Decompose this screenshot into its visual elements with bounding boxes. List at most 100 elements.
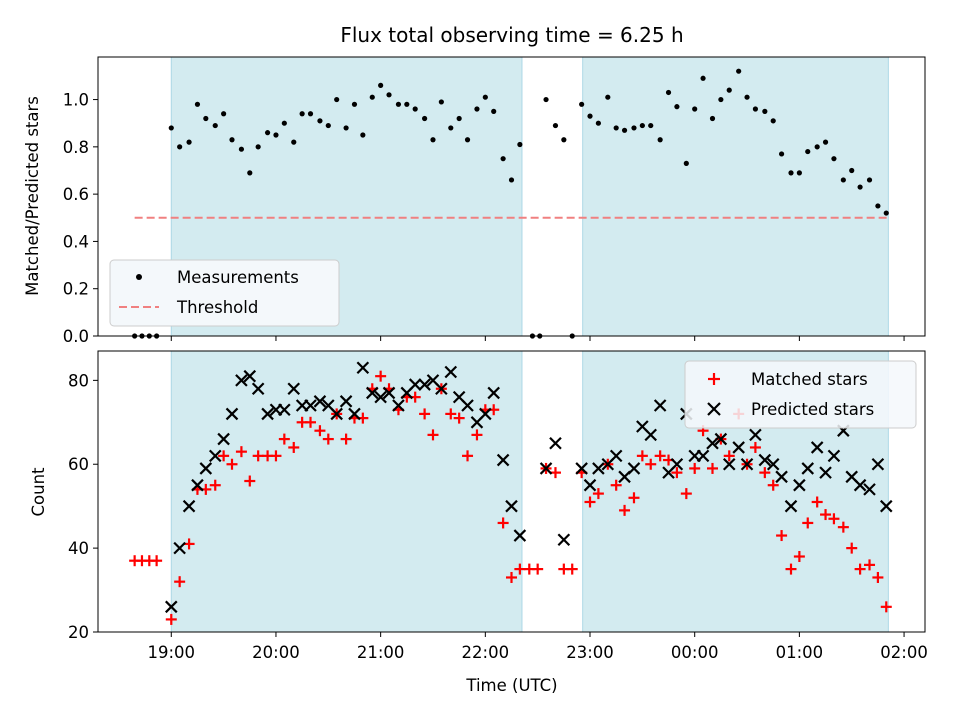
matched-star-point (566, 563, 578, 575)
measurement-point (744, 94, 750, 100)
measurement-point (343, 125, 349, 131)
top-panel: 0.0 0.2 0.4 0.6 0.8 1.0 Flux total observing … (23, 23, 926, 346)
predicted-star-point (653, 399, 667, 412)
matched-star-point (151, 555, 163, 567)
predicted-star-point (766, 457, 780, 471)
predicted-star-point (461, 399, 474, 412)
y-tick-label: 80 (68, 371, 89, 390)
measurement-point (255, 144, 261, 150)
x-tick-label: 22:00 (462, 643, 510, 662)
matched-star-point (174, 576, 186, 588)
measurement-point (822, 139, 829, 145)
predicted-star-point (592, 462, 605, 475)
measurement-point (657, 137, 663, 143)
matched-star-point (689, 462, 701, 474)
top-legend: Measurements Threshold (109, 259, 340, 327)
matched-star-point (864, 559, 876, 571)
predicted-star-point (758, 453, 772, 467)
predicted-star-point (487, 386, 500, 400)
y-tick-label: 0.4 (63, 232, 89, 251)
matched-star-point (340, 433, 352, 445)
predicted-star-point (496, 453, 510, 467)
x-tick-label: 21:00 (357, 643, 405, 662)
predicted-star-point (208, 449, 222, 463)
predicted-star-point (627, 462, 641, 475)
predicted-star-point (251, 382, 265, 396)
legend-measurements-label: Measurements (177, 268, 299, 287)
measurement-point (736, 68, 742, 74)
matched-star-point (445, 408, 457, 420)
predicted-star-point (278, 403, 291, 416)
measurement-point (307, 111, 314, 117)
measurement-point (508, 177, 515, 183)
legend-measurement-marker (136, 274, 142, 280)
measurement-point (648, 122, 654, 129)
legend-matched-marker (708, 373, 720, 385)
matched-star-point (680, 488, 692, 500)
matched-star-point (802, 517, 814, 529)
predicted-star-point (670, 457, 684, 471)
matched-star-point (244, 475, 256, 487)
matched-star-point (776, 530, 788, 542)
matched-star-point (610, 479, 622, 491)
matched-star-point (654, 450, 666, 462)
measurement-point (438, 99, 444, 105)
y-tick-label: 1.0 (63, 91, 89, 110)
matched-star-point (767, 479, 779, 491)
predicted-star-point (225, 407, 239, 421)
measurement-point (857, 184, 863, 190)
matched-star-point (322, 433, 334, 445)
matched-star-point (592, 488, 604, 500)
matched-star-point (165, 613, 177, 625)
measurement-point (849, 167, 855, 174)
predicted-star-point (810, 441, 824, 454)
legend-threshold-label: Threshold (176, 298, 258, 317)
measurement-point (700, 75, 706, 81)
measurement-point (631, 125, 637, 131)
measurement-point (194, 101, 201, 107)
matched-star-point (506, 571, 517, 583)
matched-star-point (854, 563, 866, 575)
predicted-star-point (392, 399, 405, 412)
matched-star-point (872, 571, 884, 583)
measurement-point (168, 125, 174, 131)
measurement-point (726, 87, 732, 93)
measurement-point (395, 101, 402, 107)
observing-window-2 (582, 56, 889, 337)
measurement-point (840, 177, 846, 183)
matched-star-point (532, 563, 544, 575)
y-tick-label: 40 (68, 539, 89, 558)
predicted-star-point (505, 499, 518, 513)
matched-star-point (549, 467, 561, 479)
matched-star-point (471, 429, 483, 441)
measurement-point (325, 122, 331, 129)
measurement-point (186, 139, 192, 145)
measurement-point (778, 151, 785, 157)
measurement-point (247, 170, 253, 176)
measurement-point (692, 106, 698, 112)
y-tick-label: 0.6 (63, 185, 89, 204)
matched-star-point (619, 504, 631, 516)
predicted-star-point (706, 436, 719, 450)
x-tick-label: 19:00 (147, 643, 195, 662)
measurement-point (788, 170, 794, 176)
matched-star-point (375, 370, 387, 382)
matched-star-point (278, 433, 290, 445)
measurement-point (543, 96, 549, 103)
measurement-point (762, 108, 768, 114)
matched-star-point (706, 462, 718, 474)
matched-star-point (226, 458, 238, 470)
predicted-star-point (513, 529, 527, 542)
measurement-point (621, 127, 628, 133)
measurement-point (229, 137, 235, 143)
measurement-point (805, 148, 811, 155)
measurement-point (412, 106, 418, 112)
measurement-point (883, 210, 889, 216)
bottom-panel: 20 40 60 80 19:00 20:00 21:00 22:00 23:00 00:00 0… (29, 350, 928, 695)
matched-star-point (645, 458, 657, 470)
measurement-point (639, 122, 645, 129)
predicted-star-point (348, 407, 361, 421)
predicted-star-point (609, 449, 623, 463)
x-tick-label: 23:00 (566, 643, 614, 662)
predicted-star-point (819, 466, 832, 479)
